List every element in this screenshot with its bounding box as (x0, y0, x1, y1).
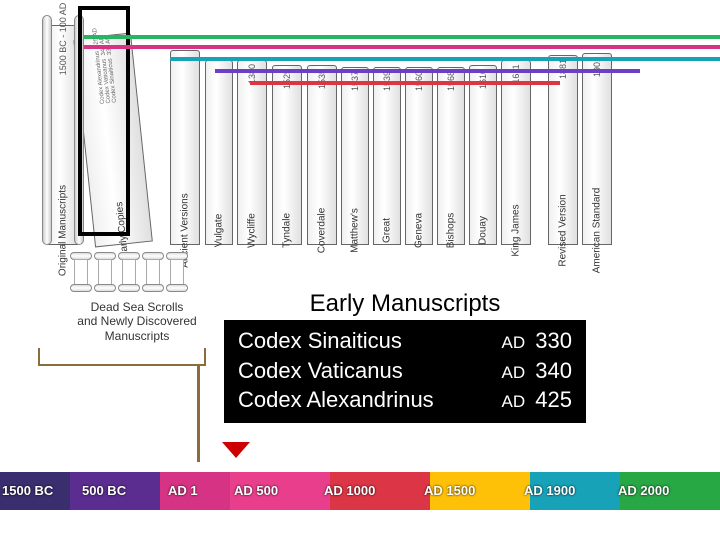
codex-name: Codex Vaticanus (238, 356, 403, 386)
book-year: 1500 BC - 100 AD (58, 3, 68, 76)
book-label: Revised Version (558, 194, 569, 266)
book-label: Douay (478, 216, 489, 245)
book: Coverdale1535 (307, 65, 337, 245)
timeline-label: 1500 BC (2, 483, 53, 498)
book-label: Wycliffe (247, 213, 258, 248)
book-label: Tyndale (282, 213, 293, 248)
scroll-roll (42, 15, 52, 245)
codex-year: AD 425 (502, 385, 572, 415)
mini-scroll (144, 252, 162, 292)
timeline-connector (197, 366, 200, 462)
timeline-labels: 1500 BC500 BCAD 1AD 500AD 1000AD 1500AD … (0, 512, 720, 532)
book: Geneva1560 (405, 67, 433, 245)
book-label: Bishops (446, 213, 457, 249)
ad-label: AD (502, 363, 526, 382)
dead-sea-scrolls-label: Dead Sea Scrolls and Newly Discovered Ma… (62, 300, 212, 343)
timeline-label: 500 BC (82, 483, 126, 498)
lineage-line (84, 35, 720, 39)
mini-scroll (96, 252, 114, 292)
book-label: Vulgate (214, 214, 225, 248)
book: Wycliffe1380 (237, 60, 267, 245)
lineage-line (170, 57, 720, 61)
book-label: Matthew's (350, 208, 361, 253)
mini-scroll (120, 252, 138, 292)
ad-label: AD (502, 333, 526, 352)
codex-year: AD 330 (502, 326, 572, 356)
mini-scroll (72, 252, 90, 292)
book: Tyndale1525 (272, 65, 302, 245)
book: Matthew's1537 (341, 67, 369, 245)
info-title: Early Manuscripts (224, 288, 586, 320)
timeline-label: AD 500 (234, 483, 278, 498)
codex-name: Codex Alexandrinus (238, 385, 434, 415)
timeline-label: AD 2000 (618, 483, 669, 498)
info-row: Codex Alexandrinus AD 425 (238, 385, 572, 415)
book: Ancient Versions (170, 50, 200, 245)
info-row: Codex Sinaiticus AD 330 (238, 326, 572, 356)
lineage-line (250, 81, 560, 85)
timeline-label: AD 1 (168, 483, 198, 498)
book: Great1539 (373, 67, 401, 245)
book: King James1611 (501, 60, 531, 245)
book-label: Geneva (414, 213, 425, 248)
info-row: Codex Vaticanus AD 340 (238, 356, 572, 386)
book-label: Coverdale (317, 208, 328, 254)
lineage-line (84, 45, 720, 49)
codex-name: Codex Sinaiticus (238, 326, 402, 356)
book-label: Great (382, 218, 393, 243)
pointer-arrow (222, 442, 250, 458)
info-box: Early Manuscripts Codex Sinaiticus AD 330… (224, 288, 586, 423)
timeline-label: AD 1900 (524, 483, 575, 498)
book: Vulgate (205, 60, 233, 245)
book-label: King James (511, 204, 522, 256)
ad-label: AD (502, 392, 526, 411)
book: Bishops1568 (437, 67, 465, 245)
codex-year: AD 340 (502, 356, 572, 386)
timeline-label: AD 1500 (424, 483, 475, 498)
highlight-box (78, 6, 130, 236)
book-label: American Standard (592, 188, 603, 274)
bracket (38, 348, 206, 366)
book: Douay1610 (469, 65, 497, 245)
timeline-label: AD 1000 (324, 483, 375, 498)
book: American Standard1901 (582, 53, 612, 245)
lineage-line (215, 69, 640, 73)
book-label: Original Manuscripts (58, 185, 69, 276)
mini-scroll (168, 252, 186, 292)
